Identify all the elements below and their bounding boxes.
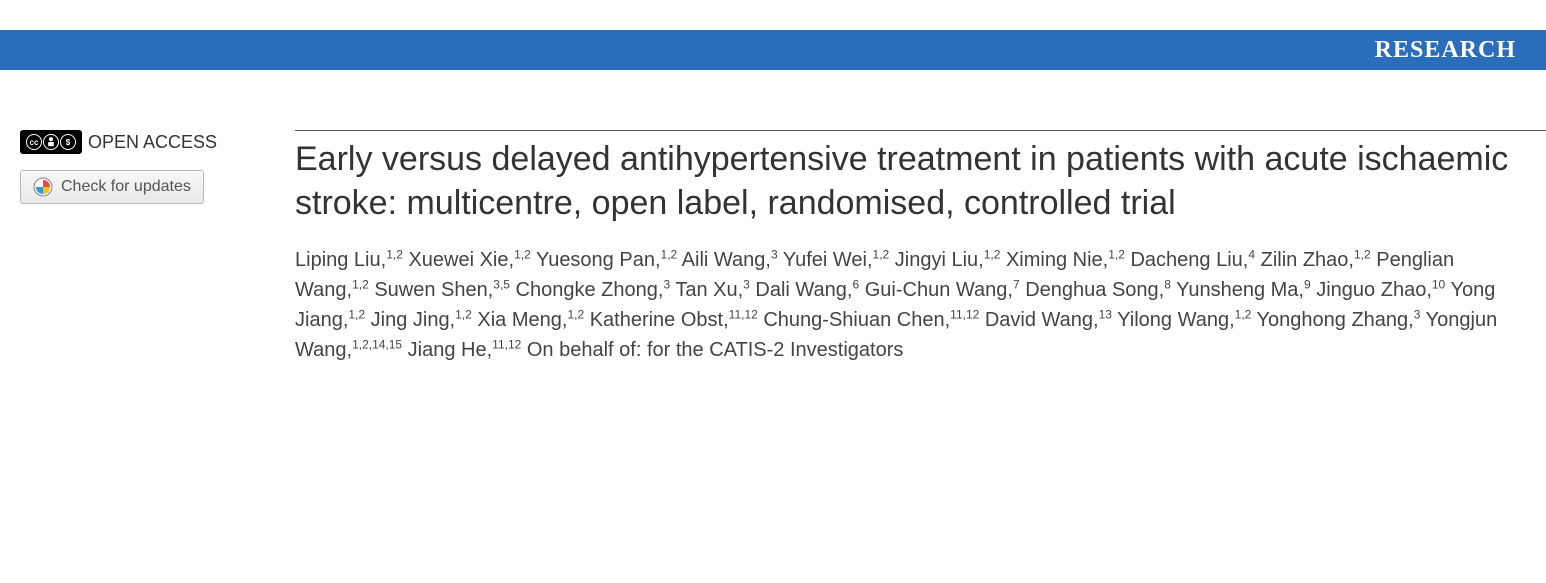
author: Yonghong Zhang, [1257,309,1414,331]
author-affiliation: 6 [852,278,859,292]
content-wrapper: cc $ OPEN ACCESS Check for upd [0,70,1546,365]
author: Aili Wang, [682,249,771,271]
author: Ximing Nie, [1006,249,1108,271]
author: Liping Liu, [295,249,386,271]
author-affiliation: 11,12 [729,308,758,322]
author: Tan Xu, [675,279,743,301]
author-affiliation: 1,2 [455,308,472,322]
author-affiliation: 1,2 [352,278,369,292]
author-affiliation: 3 [771,248,778,262]
author: Dacheng Liu, [1130,249,1248,271]
author-affiliation: 8 [1164,278,1171,292]
author: Yilong Wang, [1117,309,1234,331]
author-affiliation: 1,2 [386,248,403,262]
authors-list: Liping Liu,1,2 Xuewei Xie,1,2 Yuesong Pa… [295,245,1516,365]
author-affiliation: 4 [1248,248,1255,262]
author-affiliation: 1,2 [1354,248,1371,262]
author: Chongke Zhong, [516,279,664,301]
author-affiliation: 3 [1414,308,1421,322]
cc-icon: cc [26,134,42,150]
author: Gui-Chun Wang, [865,279,1013,301]
author-affiliation: 3,5 [493,278,510,292]
author-affiliation: 1,2 [1108,248,1125,262]
article-title: Early versus delayed antihypertensive tr… [295,137,1516,225]
author: Xuewei Xie, [408,249,514,271]
check-updates-label: Check for updates [61,178,191,196]
author-affiliation: 1,2 [873,248,890,262]
author: Jingyi Liu, [895,249,984,271]
author: Zilin Zhao, [1261,249,1354,271]
author: David Wang, [985,309,1099,331]
author: Chung-Shiuan Chen, [763,309,950,331]
author-affiliation: 13 [1099,308,1112,322]
author-affiliation: 3 [743,278,750,292]
author: Jiang He, [408,339,493,361]
author-affiliation: 3 [663,278,670,292]
author: Jinguo Zhao, [1316,279,1432,301]
article-main: Early versus delayed antihypertensive tr… [295,130,1546,365]
author: Denghua Song, [1025,279,1164,301]
by-icon [43,134,59,150]
author-affiliation: 1,2 [514,248,531,262]
author-affiliation: 1,2 [348,308,365,322]
open-access-badge: cc $ OPEN ACCESS [20,130,275,154]
author-affiliation: 1,2 [1235,308,1252,322]
author-affiliation: 7 [1013,278,1020,292]
author: Yuesong Pan, [536,249,661,271]
author: Xia Meng, [477,309,567,331]
author-affiliation: 1,2 [567,308,584,322]
author-affiliation: 1,2,14,15 [352,338,402,352]
nc-icon: $ [60,134,76,150]
author-affiliation: 1,2 [661,248,678,262]
crossmark-icon [33,177,53,197]
author: Suwen Shen, [374,279,493,301]
open-access-label: OPEN ACCESS [88,132,217,153]
author-affiliation: 9 [1304,278,1311,292]
cc-license-icon: cc $ [20,130,82,154]
author-affiliation: 1,2 [984,248,1001,262]
authors-suffix: On behalf of: for the CATIS-2 Investigat… [527,339,903,361]
author: Yunsheng Ma, [1176,279,1304,301]
author-affiliation: 11,12 [950,308,979,322]
author-affiliation: 11,12 [492,338,521,352]
section-label: RESEARCH [1375,37,1516,64]
check-updates-button[interactable]: Check for updates [20,170,204,204]
author: Jing Jing, [371,309,456,331]
author: Dali Wang, [755,279,852,301]
author: Katherine Obst, [590,309,729,331]
left-sidebar: cc $ OPEN ACCESS Check for upd [0,130,295,365]
author: Yufei Wei, [783,249,873,271]
section-header-bar: RESEARCH [0,30,1546,70]
author-affiliation: 10 [1432,278,1445,292]
